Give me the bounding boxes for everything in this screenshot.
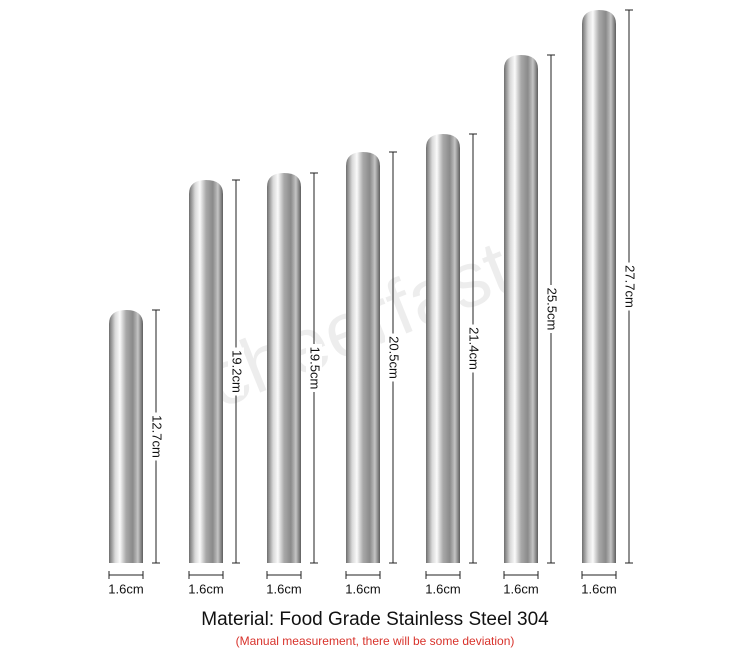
length-label: 20.5cm bbox=[387, 336, 402, 379]
rod-group: 25.5cm 1.6cm bbox=[503, 54, 560, 596]
rod-group: 19.5cm 1.6cm bbox=[266, 172, 323, 596]
width-label: 1.6cm bbox=[425, 581, 460, 596]
length-label: 19.5cm bbox=[308, 347, 323, 390]
rod-group: 27.7cm 1.6cm bbox=[581, 9, 638, 596]
width-label: 1.6cm bbox=[266, 581, 301, 596]
width-label: 1.6cm bbox=[108, 581, 143, 596]
label-bg bbox=[306, 344, 322, 392]
width-label: 1.6cm bbox=[503, 581, 538, 596]
label-bg bbox=[228, 347, 244, 396]
rod-group: 21.4cm 1.6cm bbox=[425, 133, 482, 596]
length-label: 27.7cm bbox=[623, 265, 638, 308]
length-label: 12.7cm bbox=[150, 415, 165, 458]
rod bbox=[426, 134, 460, 563]
length-label: 21.4cm bbox=[467, 327, 482, 370]
label-bg bbox=[148, 412, 164, 461]
label-bg bbox=[543, 285, 559, 333]
width-label: 1.6cm bbox=[581, 581, 616, 596]
rod bbox=[504, 55, 538, 563]
caption-note: (Manual measurement, there will be some … bbox=[236, 634, 515, 648]
label-bg bbox=[621, 262, 637, 311]
rod-group: 19.2cm 1.6cm bbox=[188, 179, 245, 596]
width-label: 1.6cm bbox=[188, 581, 223, 596]
length-label: 25.5cm bbox=[545, 288, 560, 331]
rod bbox=[346, 152, 380, 563]
length-label: 19.2cm bbox=[230, 350, 245, 393]
rod-group: 12.7cm 1.6cm bbox=[108, 309, 165, 596]
rod-group: 20.5cm 1.6cm bbox=[345, 151, 402, 596]
rod bbox=[267, 173, 301, 563]
rod bbox=[109, 310, 143, 563]
rod bbox=[582, 10, 616, 563]
rod bbox=[189, 180, 223, 563]
caption-title: Material: Food Grade Stainless Steel 304 bbox=[201, 609, 549, 630]
label-bg bbox=[465, 324, 481, 373]
label-bg bbox=[385, 333, 401, 382]
width-label: 1.6cm bbox=[345, 581, 380, 596]
